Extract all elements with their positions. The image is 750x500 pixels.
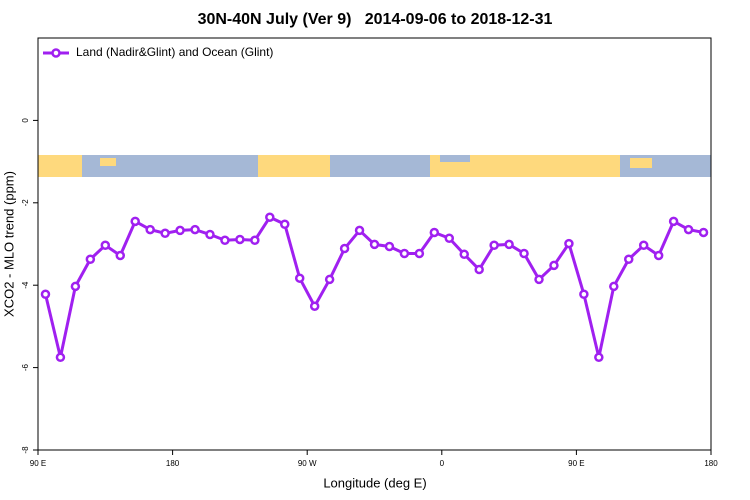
data-point	[160, 228, 170, 239]
data-point	[668, 216, 679, 227]
data-point	[265, 212, 275, 222]
data-point	[519, 248, 529, 259]
data-point	[55, 352, 66, 363]
plot-frame	[37, 37, 712, 451]
data-point	[594, 352, 604, 363]
data-point	[698, 227, 709, 238]
data-point	[235, 234, 245, 245]
data-point	[115, 250, 126, 261]
data-point	[130, 216, 140, 227]
y-tick-label: -6	[21, 363, 30, 371]
y-tick-label: -4	[21, 281, 30, 289]
data-point	[609, 281, 619, 292]
data-point	[504, 239, 514, 250]
data-point	[369, 239, 380, 250]
data-point	[444, 233, 455, 243]
data-point	[638, 240, 649, 250]
data-point	[324, 274, 335, 285]
data-point	[100, 240, 111, 250]
data-point	[564, 238, 574, 249]
x-tick-label: 90 E	[30, 459, 46, 468]
data-point	[384, 241, 395, 252]
data-point	[70, 281, 81, 292]
data-point	[354, 225, 365, 236]
data-point	[579, 289, 589, 300]
legend-marker	[51, 48, 61, 58]
data-point	[40, 289, 51, 300]
data-point	[145, 224, 155, 235]
y-axis-label: XCO2 - MLO trend (ppm)	[1, 171, 16, 317]
x-tick-label: 0	[440, 459, 445, 468]
y-tick-label: 0	[21, 118, 30, 123]
data-point	[250, 235, 260, 246]
data-point	[474, 264, 484, 275]
data-point	[459, 249, 469, 260]
data-point	[414, 248, 425, 259]
y-tick-label: -8	[21, 446, 30, 454]
data-point	[339, 243, 350, 254]
chart-title: 30N-40N July (Ver 9) 2014-09-06 to 2018-…	[198, 11, 553, 28]
y-tick-label: -2	[21, 199, 30, 207]
x-tick-label: 180	[166, 459, 180, 468]
data-point	[309, 301, 320, 311]
data-point	[205, 229, 215, 240]
x-tick-label: 90 E	[568, 459, 584, 468]
x-tick-label: 90 W	[298, 459, 317, 468]
data-point	[280, 219, 290, 229]
x-axis-label: Longitude (deg E)	[323, 475, 426, 490]
data-point	[399, 248, 410, 259]
data-point	[190, 224, 200, 235]
data-point	[489, 240, 499, 250]
data-point	[549, 260, 559, 271]
data-point	[623, 254, 634, 264]
data-point	[429, 227, 440, 238]
data-point	[175, 225, 185, 236]
data-point	[220, 235, 230, 246]
x-tick-label: 180	[704, 459, 718, 468]
data-point	[85, 254, 96, 264]
data-point	[653, 250, 664, 261]
legend-label: Land (Nadir&Glint) and Ocean (Glint)	[76, 45, 273, 59]
data-point	[534, 274, 544, 285]
map-strip	[38, 155, 711, 177]
data-point	[294, 273, 305, 283]
data-point	[683, 224, 694, 235]
series-line	[44, 215, 704, 358]
